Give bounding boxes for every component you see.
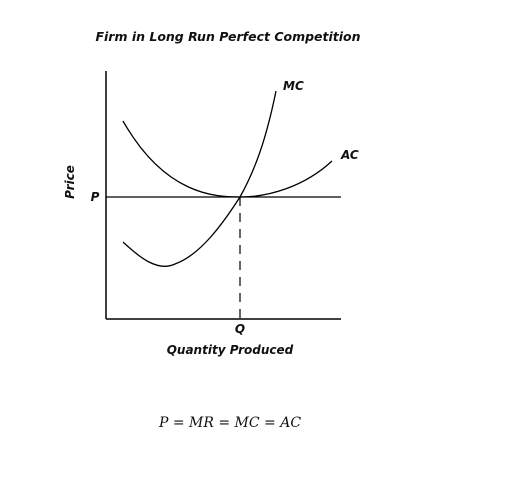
diagram-title: Firm in Long Run Perfect Competition (95, 29, 360, 44)
mc-curve (122, 90, 277, 267)
equilibrium-equation: P = MR = MC = AC (158, 415, 301, 431)
price-label: P (91, 190, 100, 204)
quantity-label: Q (235, 322, 245, 336)
ac-label: AC (340, 148, 359, 162)
y-axis-label: Price (63, 165, 77, 199)
x-axis-label: Quantity Produced (167, 343, 294, 357)
mc-label: MC (283, 79, 304, 93)
ac-curve (122, 120, 333, 198)
